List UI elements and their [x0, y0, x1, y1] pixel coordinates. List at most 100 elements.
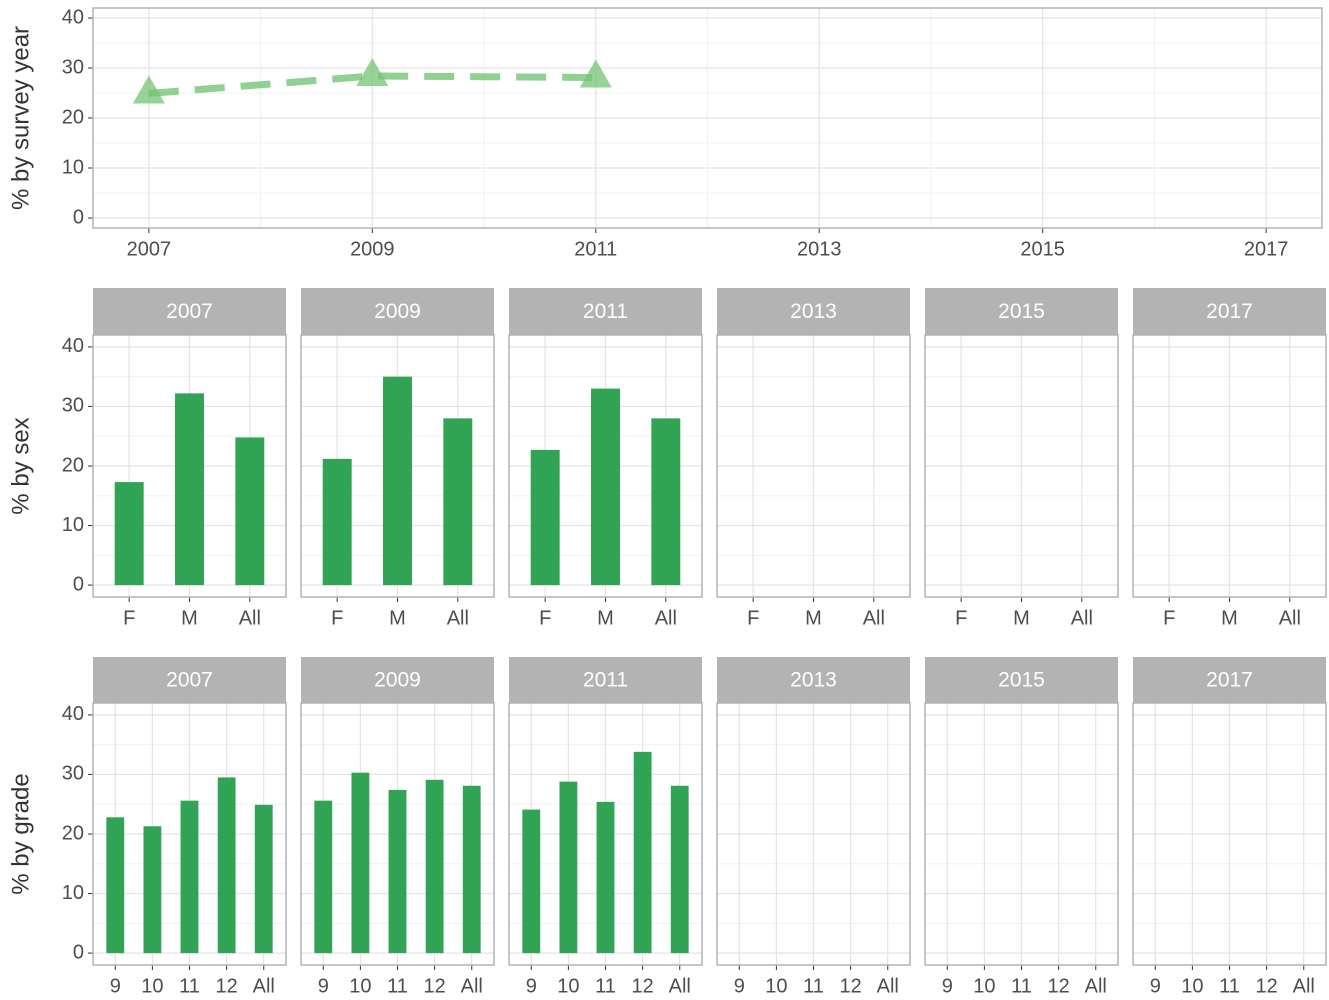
x-tick-label: M [1221, 607, 1238, 629]
strip-label: 2007 [166, 669, 213, 692]
y-tick-label: 0 [73, 573, 84, 595]
panel-border [300, 702, 495, 966]
bar [530, 449, 560, 586]
bar [383, 376, 412, 586]
y-tick-label: 40 [62, 335, 84, 357]
strip-label: 2009 [374, 669, 421, 692]
strip-label: 2015 [998, 669, 1045, 692]
bar [425, 779, 444, 954]
bar [217, 777, 236, 954]
x-tick-label: 11 [803, 975, 824, 997]
y-axis-label: % by grade [7, 773, 34, 894]
x-tick-label: 11 [595, 975, 616, 997]
x-tick-label: 11 [179, 975, 200, 997]
panel-border [716, 702, 911, 966]
x-tick-label: 9 [1150, 975, 1161, 997]
point [579, 59, 612, 88]
panel-border [92, 334, 287, 598]
y-tick-label: 30 [62, 395, 84, 417]
strip-label: 2013 [790, 669, 837, 692]
x-tick-label: 2015 [1020, 238, 1065, 260]
bar [322, 458, 352, 586]
panel-border [300, 334, 495, 598]
strip-label: 2009 [374, 300, 421, 323]
y-axis-label: % by survey year [7, 26, 34, 210]
x-tick-label: 12 [215, 975, 237, 997]
x-tick-label: 12 [631, 975, 653, 997]
x-tick-label: M [597, 607, 614, 629]
panel-border [508, 702, 703, 966]
y-tick-label: 0 [73, 941, 84, 963]
x-tick-label: 2013 [797, 238, 842, 260]
bar [254, 804, 273, 954]
x-tick-label: 9 [942, 975, 953, 997]
y-tick-label: 0 [73, 206, 84, 228]
x-tick-label: F [331, 607, 343, 629]
x-tick-label: 10 [1181, 975, 1203, 997]
x-tick-label: 10 [141, 975, 163, 997]
point [356, 58, 389, 86]
bar [596, 801, 615, 954]
x-tick-label: All [253, 975, 275, 997]
panel-border [924, 702, 1119, 966]
x-tick-label: All [877, 975, 899, 997]
bar [180, 800, 199, 954]
strip [1133, 657, 1326, 703]
y-tick-label: 10 [62, 882, 84, 904]
x-tick-label: All [461, 975, 483, 997]
y-tick-label: 40 [62, 703, 84, 725]
x-tick-label: All [1279, 607, 1301, 629]
x-tick-label: 9 [734, 975, 745, 997]
x-tick-label: All [1071, 607, 1093, 629]
strip [93, 657, 286, 703]
bar [235, 437, 265, 586]
x-tick-label: 9 [110, 975, 121, 997]
x-tick-label: 2017 [1244, 238, 1289, 260]
y-axis-label: % by sex [7, 417, 34, 514]
bar [591, 388, 620, 586]
x-tick-label: F [539, 607, 551, 629]
bar [651, 418, 681, 586]
x-tick-label: 10 [765, 975, 787, 997]
x-tick-label: All [239, 607, 261, 629]
x-tick-label: 9 [318, 975, 329, 997]
strip [93, 288, 286, 335]
strip [717, 288, 910, 335]
y-tick-label: 20 [62, 454, 84, 476]
x-tick-label: 10 [973, 975, 995, 997]
x-tick-label: F [1163, 607, 1175, 629]
bar [462, 785, 481, 954]
x-tick-label: 2009 [350, 238, 395, 260]
bar [175, 393, 204, 586]
x-tick-label: All [1085, 975, 1107, 997]
bar [388, 789, 407, 954]
x-tick-label: 12 [839, 975, 861, 997]
bar [559, 781, 578, 954]
strip [925, 288, 1118, 335]
point [132, 75, 165, 104]
y-tick-label: 30 [62, 56, 84, 78]
x-tick-label: 12 [1047, 975, 1069, 997]
strip-label: 2011 [583, 669, 628, 692]
x-tick-label: M [389, 607, 406, 629]
strip [509, 657, 702, 703]
x-tick-label: F [955, 607, 967, 629]
x-tick-label: 10 [349, 975, 371, 997]
strip [717, 657, 910, 703]
x-tick-label: All [655, 607, 677, 629]
bar [443, 418, 473, 586]
strip [1133, 288, 1326, 335]
y-tick-label: 20 [62, 106, 84, 128]
x-tick-label: 11 [387, 975, 408, 997]
x-tick-label: 12 [423, 975, 445, 997]
x-tick-label: 10 [557, 975, 579, 997]
bar [670, 785, 689, 954]
bar [143, 826, 162, 954]
strip-label: 2013 [790, 300, 837, 323]
panel-border [508, 334, 703, 598]
strip-label: 2011 [583, 300, 628, 323]
bar [351, 772, 370, 954]
panel-border [1132, 702, 1327, 966]
y-tick-label: 10 [62, 156, 84, 178]
